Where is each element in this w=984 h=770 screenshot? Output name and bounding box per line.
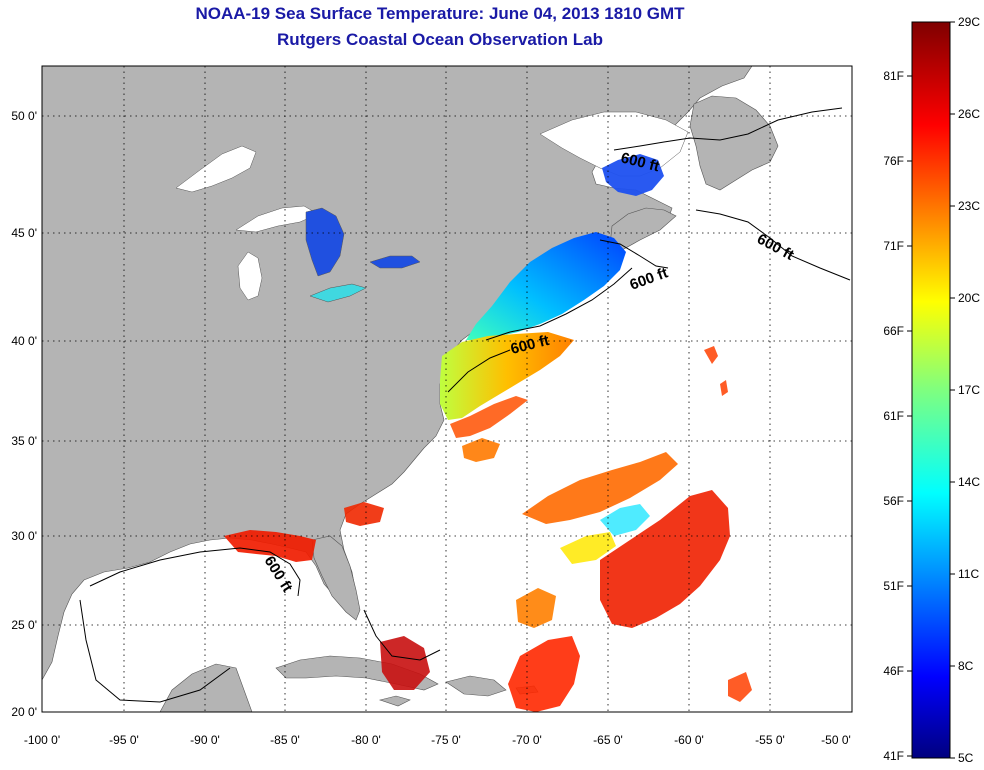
celsius-label: 26C bbox=[958, 107, 980, 121]
gulf-st-lawrence-sst bbox=[602, 154, 664, 196]
lake-erie bbox=[309, 283, 367, 303]
lat-tick: 40 0' bbox=[11, 334, 37, 348]
lat-tick: 35 0' bbox=[11, 434, 37, 448]
lat-tick: 20 0' bbox=[11, 705, 37, 719]
jamaica-land bbox=[378, 695, 411, 707]
celsius-label: 11C bbox=[958, 567, 979, 581]
sst-mid-atlantic bbox=[440, 332, 574, 420]
lake-ontario bbox=[369, 255, 421, 269]
sst-gulf-of-mexico bbox=[224, 530, 316, 562]
lon-tick: -70 0' bbox=[512, 733, 542, 747]
depth-contours bbox=[79, 107, 851, 703]
celsius-label: 14C bbox=[958, 475, 980, 489]
sst-patch-south bbox=[508, 636, 580, 712]
colorbar-ticks bbox=[907, 21, 955, 759]
map-title: NOAA-19 Sea Surface Temperature: June 04… bbox=[195, 4, 685, 23]
lat-tick: 50 0' bbox=[11, 109, 37, 123]
map-subtitle: Rutgers Coastal Ocean Observation Lab bbox=[277, 30, 603, 49]
lon-tick: -90 0' bbox=[190, 733, 220, 747]
fahrenheit-label: 66F bbox=[883, 324, 904, 338]
lat-tick: 30 0' bbox=[11, 529, 37, 543]
sst-patch-central bbox=[522, 452, 678, 524]
fahrenheit-label: 61F bbox=[883, 409, 904, 423]
sst-cape-hatteras bbox=[462, 438, 500, 462]
yucatan-land bbox=[159, 663, 253, 712]
fahrenheit-label: 46F bbox=[883, 664, 904, 678]
sst-carolina bbox=[344, 502, 384, 526]
fahrenheit-label: 71F bbox=[883, 239, 904, 253]
hispaniola-land bbox=[445, 675, 507, 697]
celsius-label: 23C bbox=[958, 199, 980, 213]
lat-tick: 45 0' bbox=[11, 226, 37, 240]
fahrenheit-label: 41F bbox=[883, 749, 904, 763]
lat-tick: 25 0' bbox=[11, 618, 37, 632]
sst-northeast-shelf bbox=[466, 232, 626, 340]
lon-tick: -95 0' bbox=[109, 733, 139, 747]
sst-patch-southeast bbox=[600, 490, 730, 628]
celsius-label: 5C bbox=[958, 751, 974, 765]
latitude-axis: 50 0' 45 0' 40 0' 35 0' 30 0' 25 0' 20 0… bbox=[11, 109, 37, 719]
lon-tick: -60 0' bbox=[674, 733, 704, 747]
lon-tick: -85 0' bbox=[270, 733, 300, 747]
fahrenheit-label: 51F bbox=[883, 579, 904, 593]
colorbar-celsius-labels: 29C 26C 23C 20C 17C 14C 11C 8C 5C bbox=[958, 15, 980, 765]
sst-caribbean bbox=[380, 636, 430, 690]
sst-gulf-stream-edge bbox=[450, 396, 528, 438]
map-frame bbox=[41, 65, 853, 713]
sst-patch-south-2 bbox=[516, 588, 556, 628]
lon-tick: -75 0' bbox=[431, 733, 461, 747]
fahrenheit-label: 76F bbox=[883, 154, 904, 168]
longitude-axis: -100 0' -95 0' -90 0' -85 0' -80 0' -75 … bbox=[24, 733, 851, 747]
lake-huron bbox=[305, 207, 345, 277]
lon-tick: -55 0' bbox=[755, 733, 785, 747]
colorbar-fahrenheit-labels: 81F 76F 71F 66F 61F 56F 51F 46F 41F bbox=[883, 69, 904, 763]
fahrenheit-label: 56F bbox=[883, 494, 904, 508]
celsius-label: 20C bbox=[958, 291, 980, 305]
celsius-label: 17C bbox=[958, 383, 980, 397]
fahrenheit-label: 81F bbox=[883, 69, 904, 83]
temperature-colorbar bbox=[911, 21, 951, 759]
lon-tick: -65 0' bbox=[593, 733, 623, 747]
lon-tick: -80 0' bbox=[351, 733, 381, 747]
sst-patch-yellow bbox=[560, 532, 616, 564]
florida-land bbox=[311, 535, 361, 621]
lon-tick: -50 0' bbox=[821, 733, 851, 747]
celsius-label: 29C bbox=[958, 15, 980, 29]
newfoundland-land bbox=[689, 95, 779, 191]
james-bay-water bbox=[175, 145, 257, 193]
sst-patch-cyan bbox=[600, 504, 650, 536]
lon-tick: -100 0' bbox=[24, 733, 60, 747]
celsius-label: 8C bbox=[958, 659, 974, 673]
lake-michigan bbox=[237, 251, 263, 301]
